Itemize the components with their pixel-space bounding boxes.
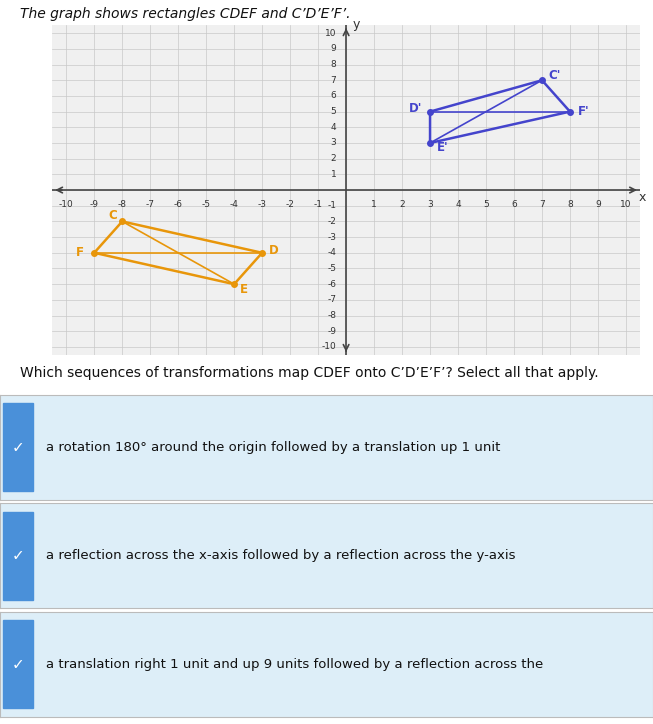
Text: x: x [639,191,646,204]
Text: 4: 4 [330,123,336,132]
Text: 8: 8 [330,60,336,69]
Text: -3: -3 [327,232,336,242]
Text: 7: 7 [330,76,336,85]
Text: ✓: ✓ [11,657,24,672]
Text: Which sequences of transformations map CDEF onto C’D’E’F’? Select all that apply: Which sequences of transformations map C… [20,366,598,379]
Text: -5: -5 [202,201,211,209]
Text: C: C [108,209,117,222]
Text: 1: 1 [371,201,377,209]
Text: 9: 9 [595,201,601,209]
Text: The graph shows rectangles CDEF and C’D’E’F’.: The graph shows rectangles CDEF and C’D’… [20,7,350,21]
Text: 6: 6 [330,91,336,101]
Text: E': E' [437,141,449,154]
Text: -4: -4 [230,201,238,209]
Text: -2: -2 [327,217,336,226]
Text: ✓: ✓ [11,548,24,563]
Text: -9: -9 [89,201,99,209]
Text: a translation right 1 unit and up 9 units followed by a reflection across the: a translation right 1 unit and up 9 unit… [46,658,543,670]
Text: -4: -4 [327,248,336,257]
Text: a reflection across the x-axis followed by a reflection across the y-axis: a reflection across the x-axis followed … [46,550,515,562]
Text: 2: 2 [399,201,405,209]
Text: 5: 5 [330,107,336,116]
Text: 2: 2 [330,154,336,163]
Text: 8: 8 [567,201,573,209]
Text: -5: -5 [327,264,336,273]
Text: -7: -7 [146,201,155,209]
Text: y: y [352,18,360,31]
Text: -1: -1 [313,201,323,209]
Text: 3: 3 [330,138,336,148]
Text: 7: 7 [539,201,545,209]
FancyBboxPatch shape [3,620,33,708]
Text: E: E [240,283,248,296]
Text: D': D' [409,102,422,115]
Text: -6: -6 [174,201,183,209]
Text: 4: 4 [455,201,461,209]
Text: -9: -9 [327,327,336,336]
Text: F: F [76,246,84,259]
Text: -8: -8 [118,201,127,209]
Text: 6: 6 [511,201,517,209]
Text: C': C' [549,69,561,82]
Text: a rotation 180° around the origin followed by a translation up 1 unit: a rotation 180° around the origin follow… [46,441,500,453]
Text: -10: -10 [321,342,336,351]
Text: -8: -8 [327,311,336,320]
FancyBboxPatch shape [3,403,33,491]
Text: 10: 10 [620,201,631,209]
Text: -1: -1 [327,201,336,210]
Text: -3: -3 [258,201,266,209]
Text: D: D [268,244,278,257]
Text: ✓: ✓ [11,439,24,455]
Text: 5: 5 [483,201,489,209]
Text: 10: 10 [325,29,336,38]
Text: -10: -10 [59,201,74,209]
Text: 1: 1 [330,170,336,179]
Text: 3: 3 [427,201,433,209]
Text: -2: -2 [285,201,295,209]
Text: -6: -6 [327,279,336,289]
Text: 9: 9 [330,44,336,54]
FancyBboxPatch shape [3,512,33,599]
Text: F': F' [578,105,590,118]
Text: -7: -7 [327,295,336,304]
